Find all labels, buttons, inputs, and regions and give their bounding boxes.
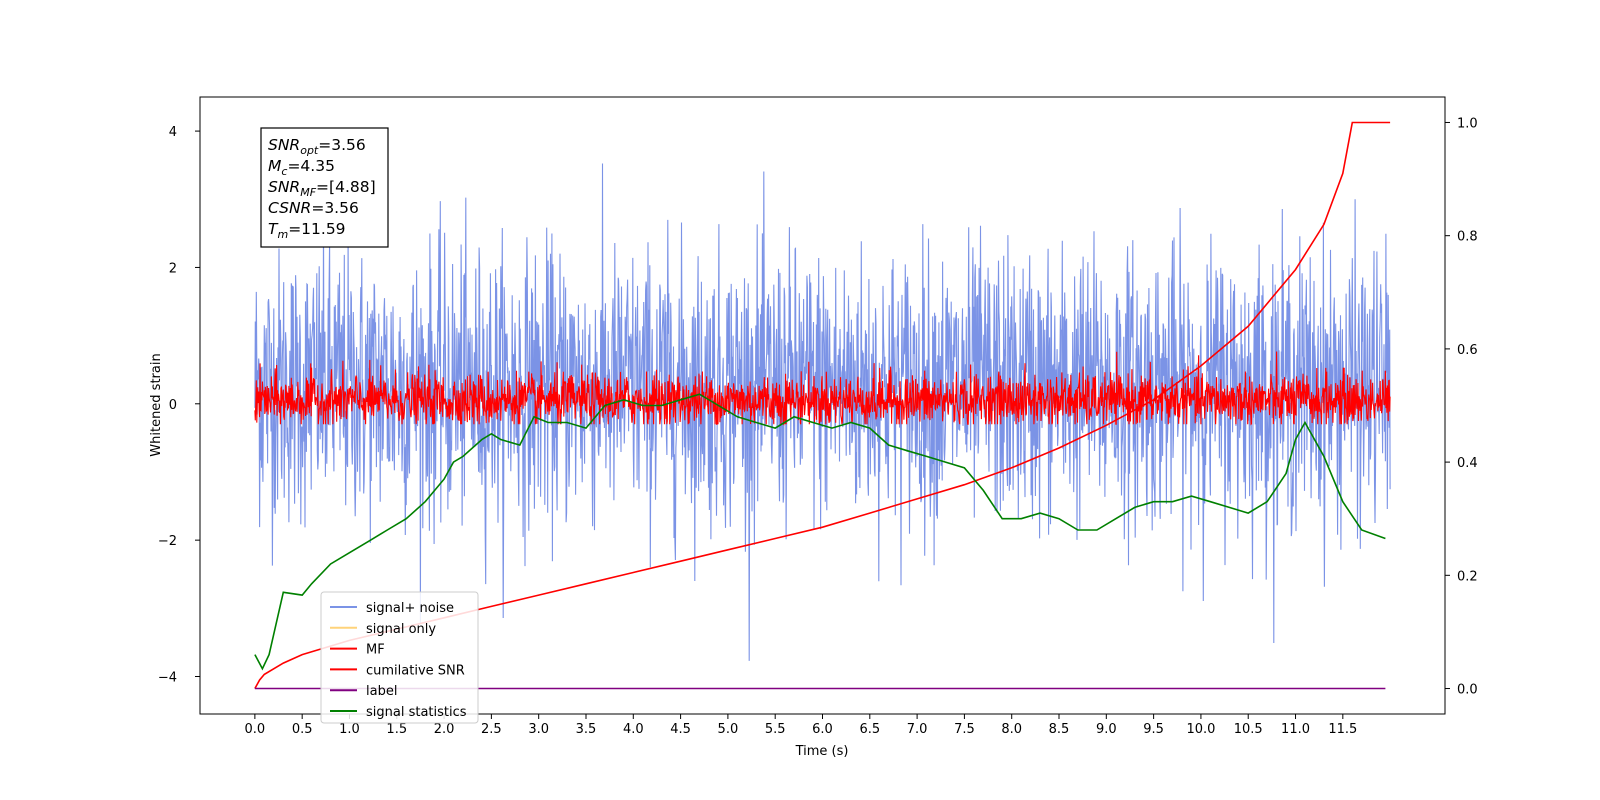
annotation-subscript: MF xyxy=(300,186,316,199)
annotation-line: SNRMF=[4.88] xyxy=(268,178,376,199)
annotation-line: Mc=4.35 xyxy=(268,157,335,178)
annotation-symbol: M xyxy=(268,157,281,175)
annotation-line: Tm=11.59 xyxy=(268,220,346,241)
x-tick-label: 10.5 xyxy=(1234,722,1263,737)
x-tick-label: 5.0 xyxy=(718,722,739,737)
y-tick-label: 4 xyxy=(169,125,177,140)
annotation-frame xyxy=(260,127,389,248)
annotation-value: =[4.88] xyxy=(316,178,376,196)
annotation-subscript: opt xyxy=(300,144,319,157)
x-axis-label: Time (s) xyxy=(795,744,849,759)
x-tick-label: 7.5 xyxy=(954,722,975,737)
legend-label: signal statistics xyxy=(366,705,467,720)
x-tick-label: 0.5 xyxy=(292,722,313,737)
x-tick-label: 7.0 xyxy=(907,722,928,737)
annotation-subscript: c xyxy=(281,165,287,178)
legend-label: cumilative SNR xyxy=(366,663,465,678)
y-tick-label: 0 xyxy=(169,398,177,413)
annotation-line: CSNR=3.56 xyxy=(268,199,359,217)
x-tick-label: 4.0 xyxy=(623,722,644,737)
annotation-box: SNRopt=3.56Mc=4.35SNRMF=[4.88]CSNR=3.56T… xyxy=(260,127,389,248)
y-right-tick-label: 0.8 xyxy=(1457,230,1478,245)
legend-label: signal only xyxy=(366,622,436,637)
series-line-mf xyxy=(254,351,1391,426)
x-tick-label: 6.0 xyxy=(812,722,833,737)
y-right-tick-label: 0.2 xyxy=(1457,569,1478,584)
x-tick-label: 8.5 xyxy=(1049,722,1070,737)
annotation-symbol: SNR xyxy=(268,178,300,196)
annotation-symbol: CSNR xyxy=(268,199,311,217)
x-tick-label: 2.5 xyxy=(481,722,502,737)
x-tick-label: 10.0 xyxy=(1186,722,1215,737)
y-tick-label: 2 xyxy=(169,261,177,276)
legend-label: MF xyxy=(366,643,385,658)
annotation-value: =3.56 xyxy=(311,199,359,217)
x-tick-label: 4.5 xyxy=(670,722,691,737)
y-tick-label: −4 xyxy=(158,671,177,686)
legend: signal+ noise signal only MF cumilative SNR… xyxy=(320,591,479,724)
series-line-signal-statistics xyxy=(254,393,1386,671)
y-right-tick-label: 0.6 xyxy=(1457,343,1478,358)
y-axis-label: Whitened strain xyxy=(149,353,164,456)
legend-frame xyxy=(320,591,479,724)
x-tick-label: 3.5 xyxy=(576,722,597,737)
annotation-subscript: m xyxy=(277,228,288,241)
x-tick-label: 11.0 xyxy=(1281,722,1310,737)
legend-label: signal+ noise xyxy=(366,601,454,616)
x-tick-label: 8.0 xyxy=(1001,722,1022,737)
legend-items: signal+ noise signal only MF cumilative SNR… xyxy=(330,601,467,720)
y-right-tick-label: 0.0 xyxy=(1457,683,1478,698)
annotation-value: =3.56 xyxy=(318,136,366,154)
annotation-line: SNRopt=3.56 xyxy=(268,136,366,157)
annotation-symbol: T xyxy=(268,220,279,238)
y-axis-left-ticks: −4 −2 0 2 4 xyxy=(158,125,200,686)
x-tick-label: 9.0 xyxy=(1096,722,1117,737)
x-tick-label: 11.5 xyxy=(1328,722,1357,737)
x-tick-label: 5.5 xyxy=(765,722,786,737)
x-tick-label: 0.0 xyxy=(245,722,266,737)
x-tick-label: 6.5 xyxy=(859,722,880,737)
annotation-value: =4.35 xyxy=(287,157,335,175)
x-tick-label: 9.5 xyxy=(1143,722,1164,737)
y-tick-label: −2 xyxy=(158,534,177,549)
annotation-lines: SNRopt=3.56Mc=4.35SNRMF=[4.88]CSNR=3.56T… xyxy=(268,136,376,241)
x-axis-ticks: 0.0 0.5 1.0 1.5 2.0 2.5 3.0 3.5 4.0 4.5 5.0 5.5 6.0 6… xyxy=(245,714,1357,737)
y-right-tick-label: 1.0 xyxy=(1457,116,1478,131)
y-right-tick-label: 0.4 xyxy=(1457,456,1478,471)
annotation-symbol: SNR xyxy=(268,136,300,154)
annotation-value: =11.59 xyxy=(288,220,345,238)
x-tick-label: 1.5 xyxy=(386,722,407,737)
legend-label: label xyxy=(366,684,397,699)
y-axis-right-ticks: 0.0 0.2 0.4 0.6 0.8 1.0 xyxy=(1445,116,1478,698)
x-tick-label: 2.0 xyxy=(434,722,455,737)
x-tick-label: 1.0 xyxy=(339,722,360,737)
x-tick-label: 3.0 xyxy=(528,722,549,737)
